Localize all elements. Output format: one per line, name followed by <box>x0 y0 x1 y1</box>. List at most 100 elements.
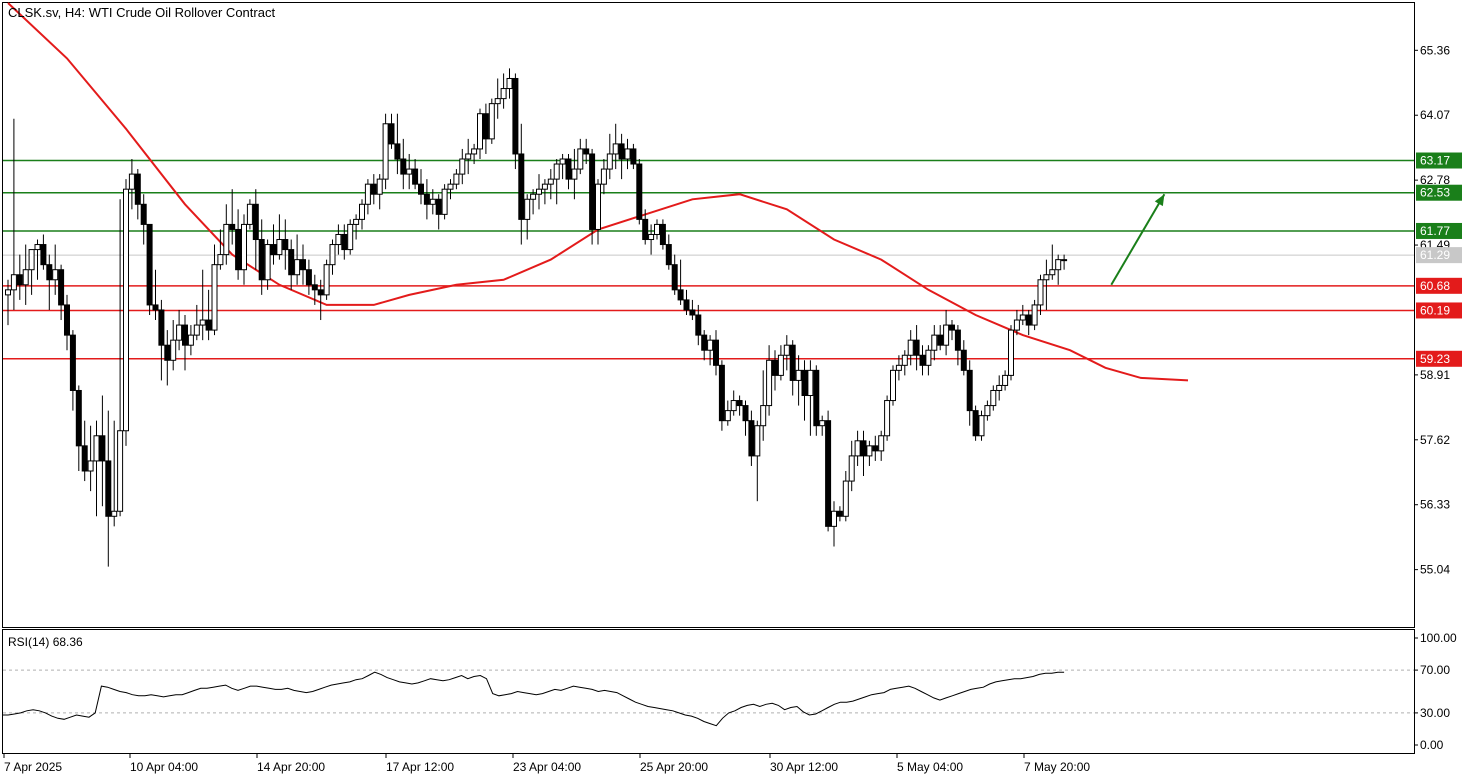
candle <box>1002 370 1009 391</box>
candle <box>347 219 354 255</box>
candle <box>1061 254 1068 270</box>
candle <box>754 420 761 502</box>
candle-body <box>10 274 17 291</box>
candle <box>671 254 678 295</box>
candle <box>536 174 542 210</box>
candle <box>1043 259 1050 310</box>
candle-body <box>1049 269 1056 276</box>
candle <box>512 73 519 170</box>
candle-body <box>288 249 295 276</box>
candle <box>453 169 460 190</box>
candle-body <box>695 314 702 336</box>
candle-body <box>300 259 306 271</box>
candle <box>264 239 271 290</box>
candle-body <box>429 198 436 205</box>
candle-body <box>81 445 88 472</box>
candle-body <box>636 163 643 220</box>
rsi-pane-border <box>2 629 1415 754</box>
candle <box>412 159 419 190</box>
candle-body <box>754 425 761 457</box>
candle-body <box>182 324 188 346</box>
candle-body <box>890 369 896 402</box>
price-axis-label: 64.07 <box>1420 108 1450 122</box>
candle-body <box>500 88 507 100</box>
candle-body <box>648 233 655 241</box>
candle <box>866 440 873 466</box>
candle-body <box>164 344 171 361</box>
candle-body <box>311 284 318 291</box>
candle <box>541 179 548 205</box>
candle-body <box>842 480 849 517</box>
candle <box>182 315 188 371</box>
candle <box>996 375 1003 401</box>
candle <box>718 360 725 431</box>
candle <box>530 189 537 215</box>
candle <box>34 239 41 280</box>
candle-body <box>718 364 725 422</box>
candle <box>10 118 17 310</box>
candle-body <box>16 274 23 286</box>
price-axis-label: 65.36 <box>1420 43 1450 57</box>
candle-body <box>831 510 837 527</box>
candle-body <box>730 400 737 412</box>
candle <box>235 209 242 280</box>
candle-body <box>624 148 631 160</box>
candle <box>93 420 100 517</box>
candle-body <box>28 249 35 271</box>
candle <box>364 179 371 215</box>
candle-body <box>394 143 401 160</box>
candle <box>943 309 950 356</box>
candle-body <box>1055 259 1062 271</box>
candle-body <box>836 510 843 517</box>
candle <box>81 420 88 482</box>
candle <box>471 143 478 165</box>
candle <box>400 138 407 190</box>
candle-body <box>530 193 537 200</box>
candle <box>270 224 277 265</box>
candle <box>595 179 601 245</box>
candle <box>636 159 643 225</box>
candle <box>459 148 466 185</box>
candle-body <box>1019 314 1026 321</box>
candle <box>819 415 826 436</box>
candle-body <box>323 264 330 296</box>
candle <box>1008 325 1014 381</box>
candle <box>571 148 578 200</box>
time-axis-label: 14 Apr 20:00 <box>257 760 325 774</box>
candle <box>925 345 932 376</box>
candle <box>860 430 867 477</box>
candle <box>654 219 660 240</box>
candle <box>665 234 672 270</box>
candle <box>300 244 306 285</box>
candle-body <box>488 103 495 140</box>
candle <box>353 214 360 240</box>
candle-body <box>494 98 501 105</box>
candle-body <box>276 239 283 256</box>
candle-body <box>872 445 879 452</box>
candle-body <box>895 364 902 371</box>
candle-body <box>925 349 932 366</box>
candle-body <box>211 264 218 331</box>
candle <box>931 325 938 361</box>
candle <box>311 274 318 305</box>
candle-body <box>512 77 519 155</box>
price-axis-label: 55.04 <box>1420 563 1450 577</box>
candle-body <box>305 269 312 286</box>
candle-body <box>99 435 106 462</box>
candle-body <box>978 415 985 437</box>
candle-body <box>1043 274 1050 281</box>
candle-body <box>683 299 690 311</box>
candle <box>789 340 796 396</box>
candle-body <box>618 143 625 160</box>
candle <box>187 325 194 356</box>
candle-body <box>518 153 525 220</box>
candle-body <box>128 173 135 190</box>
candle <box>1031 299 1038 331</box>
candle <box>441 184 448 220</box>
candle-body <box>966 369 973 412</box>
candle-body <box>736 400 743 407</box>
candle-body <box>559 158 566 165</box>
candle-body <box>766 359 773 407</box>
candle <box>848 440 855 492</box>
